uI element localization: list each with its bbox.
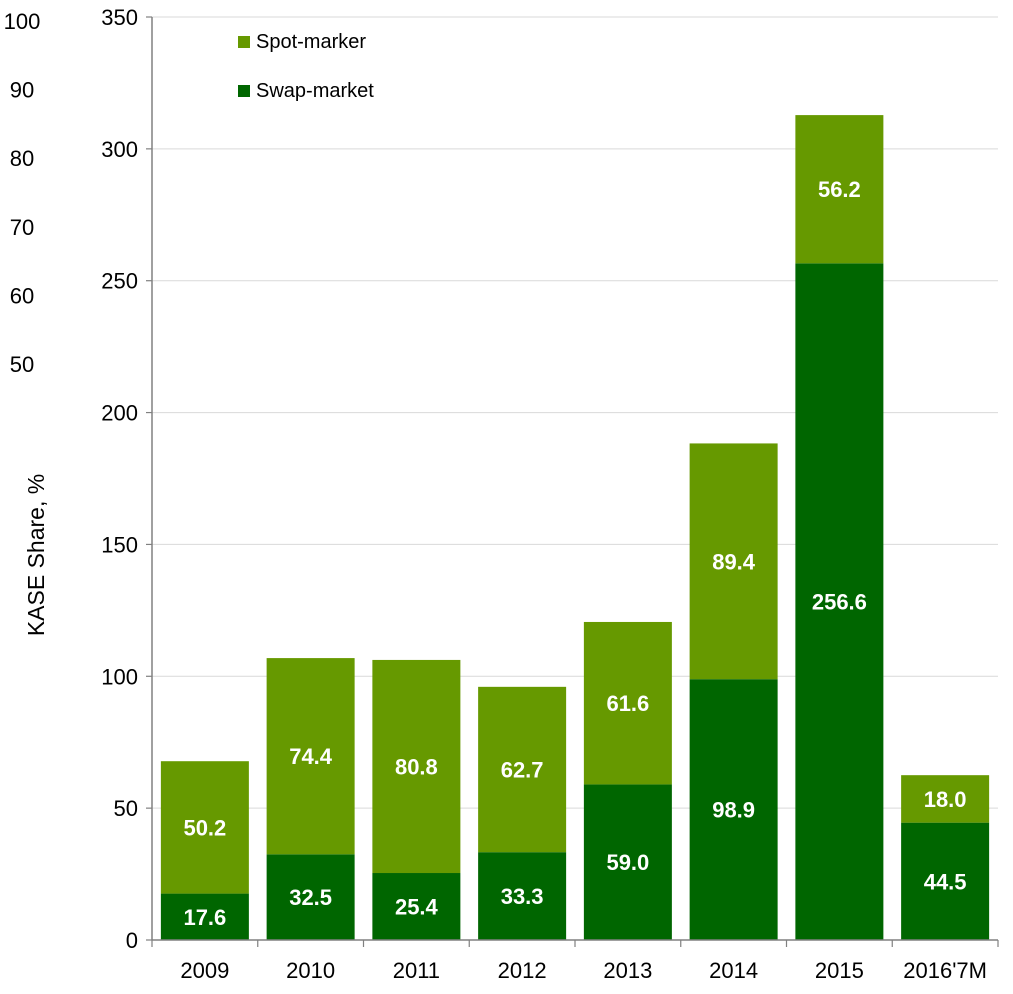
bar-spot-marker [372,659,461,874]
bar-spot-marker [160,761,249,894]
y2-tick-label: 50 [10,352,34,377]
bar-swap-market [372,873,461,940]
x-tick-label: 2012 [498,958,547,983]
data-label-spot-marker: 74.4 [289,744,333,769]
y-tick-label: 50 [114,796,138,821]
bar-swap-market [266,854,355,940]
y2-tick-label: 100 [4,9,41,34]
data-label-swap-market: 59.0 [606,850,649,875]
y-tick-label: 0 [126,928,138,953]
axes: 0 50 100 150 200 250 300 350 50 60 70 80 90 100 2009 20… [4,5,999,983]
data-label-swap-market: 256.6 [812,590,867,615]
data-label-swap-market: 32.5 [289,885,332,910]
data-label-swap-market: 17.6 [183,905,226,930]
x-tick-label: 2009 [180,958,229,983]
x-tick-label: 2016'7M [903,958,987,983]
data-label-spot-marker: 50.2 [183,815,226,840]
x-tick-label: 2014 [709,958,758,983]
y2-tick-label: 90 [10,78,34,103]
legend-label: Swap-market [256,80,374,102]
y2-tick-label: 70 [10,215,34,240]
legend-label: Spot-marker [256,31,366,53]
bar-swap-market [795,263,884,940]
bar-spot-marker [478,686,567,853]
y2-tick-label: 60 [10,283,34,308]
bar-spot-marker [901,775,990,823]
y-tick-label: 300 [101,137,138,162]
bar-spot-marker [583,621,672,785]
data-label-spot-marker: 61.6 [606,691,649,716]
data-label-spot-marker: 89.4 [712,549,756,574]
y-tick-label: 350 [101,5,138,30]
bar-swap-market [689,679,778,940]
data-label-spot-marker: 80.8 [395,754,438,779]
bars: 17.6 50.2 32.5 74.4 25.4 80.8 33.3 62.7 59.0 61.6… [160,115,990,940]
y-tick-label: 200 [101,401,138,426]
x-tick-label: 2013 [603,958,652,983]
data-label-spot-marker: 18.0 [924,787,967,812]
x-tick-label: 2011 [393,958,440,983]
data-label-swap-market: 33.3 [501,884,544,909]
bar-swap-market [478,852,567,940]
data-label-spot-marker: 62.7 [501,758,544,783]
legend-swatch [238,85,250,97]
bar-spot-marker [795,115,884,264]
y-tick-label: 250 [101,269,138,294]
bar-swap-market [160,893,249,940]
y-tick-label: 150 [101,532,138,557]
bar-swap-market [901,822,990,940]
bar-swap-market [583,784,672,940]
data-label-spot-marker: 56.2 [818,177,861,202]
data-label-swap-market: 44.5 [924,869,967,894]
y2-tick-label: 80 [10,146,34,171]
y2-axis-title: KASE Share, % [23,474,49,636]
data-label-swap-market: 98.9 [712,798,755,823]
x-tick-label: 2015 [815,958,864,983]
legend: Spot-marker Swap-market [238,31,374,102]
bar-spot-marker [689,443,778,680]
bar-spot-marker [266,658,355,855]
x-tick-label: 2010 [286,958,335,983]
y-tick-label: 100 [101,664,138,689]
data-label-swap-market: 25.4 [395,895,439,920]
legend-swatch [238,36,250,48]
